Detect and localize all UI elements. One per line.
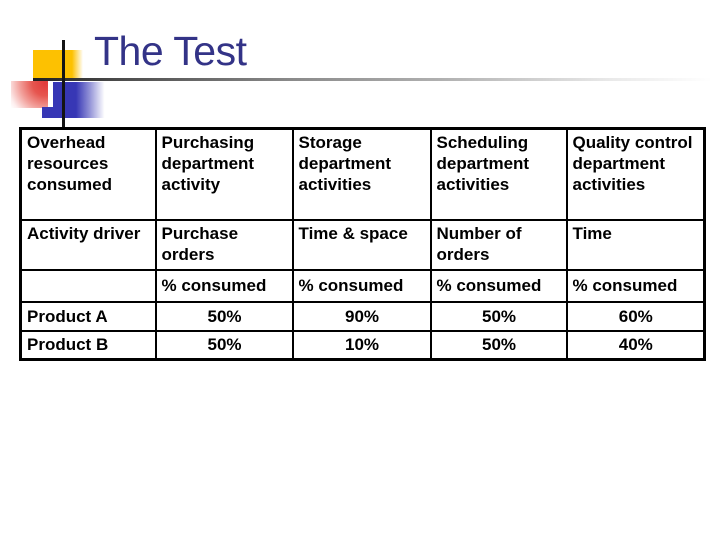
consumed-cell-quality: % consumed xyxy=(565,268,706,303)
header-cell-overhead: Overhead resources consumed xyxy=(19,127,157,221)
slide-title: The Test xyxy=(94,28,247,74)
header-cell-storage: Storage department activities xyxy=(291,127,432,221)
value-cell: 60% xyxy=(565,300,706,332)
table-row-header: Overhead resources consumed Purchasing d… xyxy=(19,127,706,221)
consumed-cell-purchasing: % consumed xyxy=(154,268,294,303)
driver-cell-label: Activity driver xyxy=(19,218,157,271)
table-row-activity-driver: Activity driver Purchase orders Time & s… xyxy=(19,218,706,271)
value-cell: 50% xyxy=(429,329,568,361)
value-cell: 50% xyxy=(154,300,294,332)
value-cell: 50% xyxy=(429,300,568,332)
consumed-cell-scheduling: % consumed xyxy=(429,268,568,303)
title-underline-rule xyxy=(33,78,712,81)
header-cell-quality: Quality control department activities xyxy=(565,127,706,221)
logo-yellow-square xyxy=(33,50,83,79)
driver-cell-purchasing: Purchase orders xyxy=(154,218,294,271)
activity-table: Overhead resources consumed Purchasing d… xyxy=(19,127,706,361)
value-cell: 50% xyxy=(154,329,294,361)
value-cell: 40% xyxy=(565,329,706,361)
driver-cell-quality: Time xyxy=(565,218,706,271)
logo-crosshair-vertical-line xyxy=(62,40,65,128)
logo-red-square xyxy=(11,81,48,108)
consumed-cell-storage: % consumed xyxy=(291,268,432,303)
header-cell-purchasing: Purchasing department activity xyxy=(154,127,294,221)
table-row-product-a: Product A 50% 90% 50% 60% xyxy=(19,300,706,332)
header-cell-scheduling: Scheduling department activities xyxy=(429,127,568,221)
product-row-label: Product B xyxy=(19,329,157,361)
logo-blue-square-fade xyxy=(76,82,106,118)
driver-cell-storage: Time & space xyxy=(291,218,432,271)
table-row-percent-consumed: % consumed % consumed % consumed % consu… xyxy=(19,268,706,303)
driver-cell-scheduling: Number of orders xyxy=(429,218,568,271)
table-row-product-b: Product B 50% 10% 50% 40% xyxy=(19,329,706,361)
product-row-label: Product A xyxy=(19,300,157,332)
value-cell: 90% xyxy=(291,300,432,332)
value-cell: 10% xyxy=(291,329,432,361)
consumed-cell-empty xyxy=(19,268,157,303)
